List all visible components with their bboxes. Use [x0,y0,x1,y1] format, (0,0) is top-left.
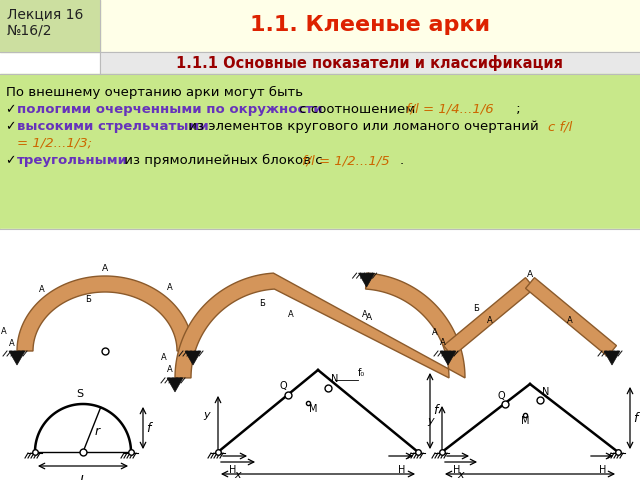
Text: А: А [9,338,15,348]
Text: Q: Q [497,391,504,401]
Text: x: x [458,470,464,480]
Text: Б: Б [473,304,479,313]
Text: №16/2: №16/2 [7,24,52,38]
Bar [0,0,100,52]
Text: Б: Б [85,296,91,304]
Text: f/l = 1/4...1/6: f/l = 1/4...1/6 [406,103,493,116]
Text: y: y [428,416,434,426]
Polygon shape [175,273,465,378]
Text: ✓: ✓ [5,120,15,133]
Text: M: M [309,404,317,414]
Text: А: А [366,312,372,322]
Polygon shape [525,277,616,356]
Text: А: А [527,270,533,279]
Text: А: А [1,326,7,336]
Polygon shape [358,273,374,287]
Polygon shape [9,351,25,365]
Text: S: S [76,389,84,399]
Text: c f/l: c f/l [548,120,572,133]
Text: А: А [362,310,368,319]
Text: H: H [229,465,237,475]
Text: H: H [453,465,461,475]
Text: M: M [521,416,529,426]
Text: пологими очерченными по окружности: пологими очерченными по окружности [17,103,323,116]
Text: высокими стрельчатыми: высокими стрельчатыми [17,120,209,133]
Text: f₀: f₀ [358,368,365,378]
Text: А: А [167,284,173,292]
Text: А: А [161,353,167,362]
Text: А: А [440,338,446,347]
Text: с соотношением: с соотношением [295,103,420,116]
Polygon shape [444,277,534,356]
Text: f: f [433,405,437,418]
Text: Б: Б [259,300,265,309]
Polygon shape [185,351,201,365]
Text: из элементов кругового или ломаного очертаний: из элементов кругового или ломаного очер… [184,120,543,133]
Bar [100,52,640,74]
Bar [100,0,640,52]
Text: f: f [633,411,637,424]
Text: А: А [567,316,573,325]
Text: N: N [542,387,549,397]
Text: .: . [400,154,404,167]
Text: По внешнему очертанию арки могут быть: По внешнему очертанию арки могут быть [6,86,303,99]
Polygon shape [17,276,193,351]
Polygon shape [440,351,456,365]
Text: r: r [95,425,100,438]
Text: L: L [79,474,86,480]
Text: Лекция 16: Лекция 16 [7,7,83,21]
Text: А: А [39,286,45,295]
Text: N: N [331,374,339,384]
Text: 1.1.1 Основные показатели и классификация: 1.1.1 Основные показатели и классификаци… [177,55,563,71]
Text: H: H [398,465,406,475]
Text: ✓: ✓ [5,154,15,167]
Text: треугольными: треугольными [17,154,128,167]
Polygon shape [167,378,183,392]
Text: А: А [167,365,173,374]
Polygon shape [604,351,620,365]
Text: А: А [487,316,493,325]
Text: f: f [146,421,150,434]
Bar [0,74,640,229]
Bar [0,229,640,480]
Text: из прямолинейных блоков с: из прямолинейных блоков с [120,154,327,167]
Text: = 1/2...1/3;: = 1/2...1/3; [17,137,92,150]
Text: ;: ; [512,103,520,116]
Text: ✓: ✓ [5,103,15,116]
Text: А: А [102,264,108,273]
Text: H: H [599,465,607,475]
Text: А: А [432,328,438,337]
Text: А: А [288,310,294,319]
Text: x: x [235,470,241,480]
Text: y: y [204,410,210,420]
Text: f/l = 1/2...1/5: f/l = 1/2...1/5 [302,154,390,167]
Text: Q: Q [280,381,287,391]
Text: 1.1. Клееные арки: 1.1. Клееные арки [250,15,490,35]
